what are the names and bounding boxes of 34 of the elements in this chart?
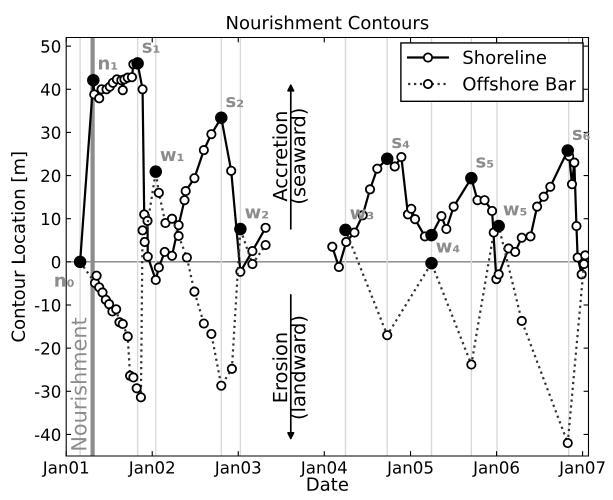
y-tick-label: 20: [41, 170, 60, 182]
annotation: s₂: [226, 96, 244, 108]
y-tick-label: 30: [41, 126, 60, 139]
annotation: n₁: [98, 59, 118, 70]
y-tick-label: -20: [34, 342, 60, 355]
y-tick-label: 50: [41, 40, 60, 53]
annotation: Erosion (landward): [272, 316, 308, 418]
x-tick-label: Jan02: [128, 461, 174, 477]
annotation: w₄: [436, 242, 460, 253]
x-tick-label: Jan06: [472, 461, 519, 477]
annotation: w₁: [160, 151, 184, 162]
y-tick-label: -30: [34, 385, 60, 398]
chart-title: Nourishment Contours: [227, 15, 428, 30]
annotation: Accretion (seaward): [272, 109, 308, 203]
x-tick-label: Jan04: [300, 461, 347, 477]
x-tick-label: Jan03: [214, 461, 260, 477]
y-tick-label: -10: [34, 298, 60, 312]
annotation: s₄: [392, 138, 410, 148]
legend-label: Offshore Bar: [463, 76, 576, 91]
x-axis-title: Date: [308, 478, 348, 491]
x-tick-label: Jan01: [42, 461, 88, 477]
ref-line-label: Nourishment: [70, 318, 87, 450]
legend-label: Shoreline: [463, 50, 546, 64]
annotation: s₁: [142, 42, 160, 53]
x-tick-label: Jan07: [558, 461, 605, 477]
y-tick-label: 0: [52, 256, 60, 268]
y-tick-label: 40: [40, 83, 60, 96]
annotation: w₂: [245, 208, 268, 218]
y-tick-label: -40: [34, 428, 60, 441]
annotation: s₅: [476, 157, 494, 168]
x-tick-label: Jan05: [386, 461, 433, 477]
y-tick-label: 10: [42, 212, 60, 226]
annotation: w₅: [503, 205, 526, 216]
y-axis-title: Contour Location [m]: [11, 152, 28, 342]
